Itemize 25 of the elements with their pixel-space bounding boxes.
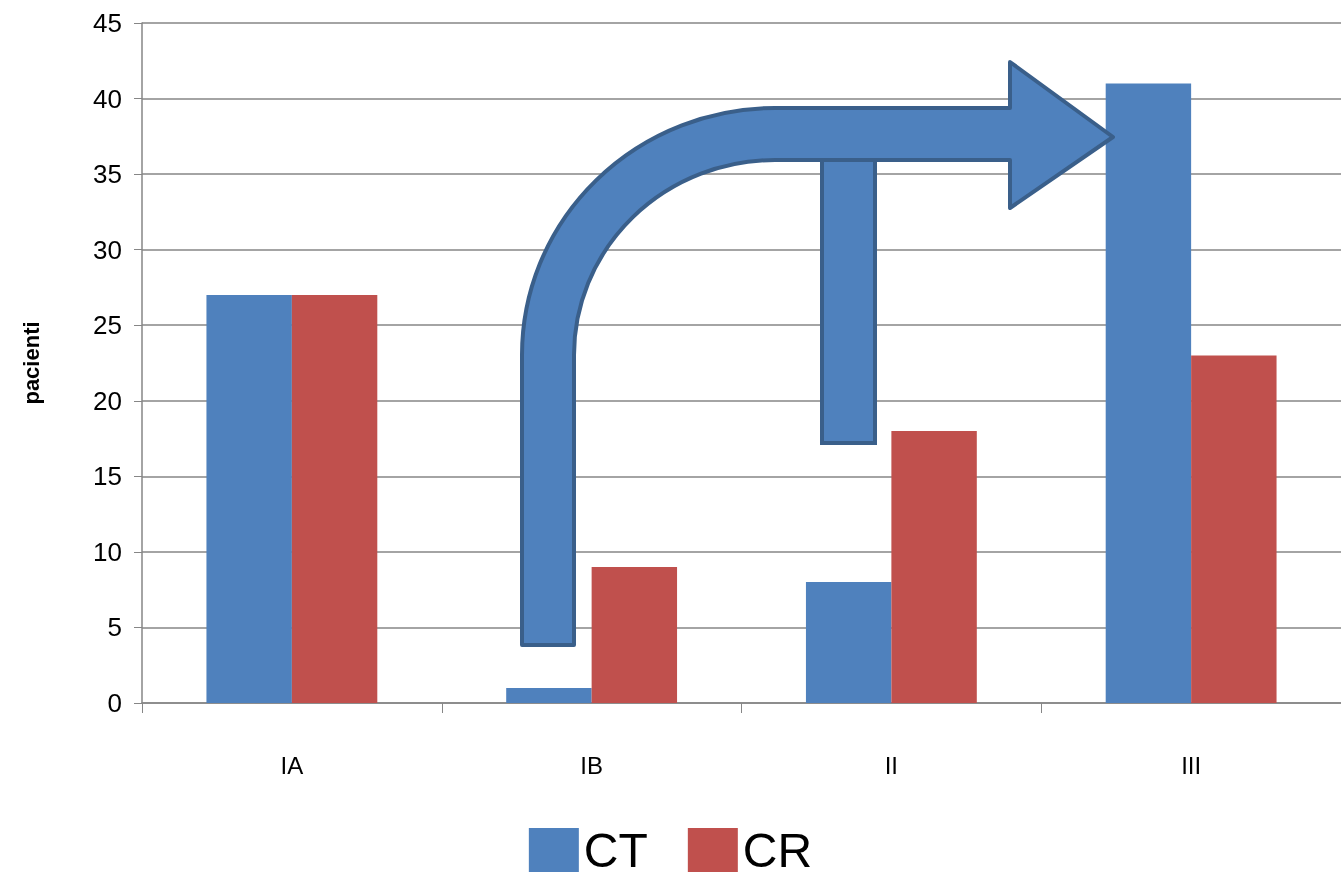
bar <box>1105 83 1192 703</box>
y-tick-label: 15 <box>93 461 122 492</box>
y-tick-label: 20 <box>93 385 122 416</box>
x-tick-label: III <box>1181 751 1202 779</box>
bar <box>206 295 292 703</box>
y-tick-label: 25 <box>93 310 122 341</box>
y-tick-label: 10 <box>93 536 122 567</box>
legend-label: CR <box>742 823 813 877</box>
x-tick-label: II <box>884 751 899 779</box>
y-tick-label: 30 <box>93 234 122 265</box>
x-tick-label: IB <box>580 751 603 779</box>
y-tick-label: 40 <box>93 83 122 114</box>
bar <box>805 582 892 703</box>
y-tick-label: 5 <box>107 612 122 643</box>
x-tick-label: IA <box>280 751 304 779</box>
y-tick-label: 0 <box>107 688 122 718</box>
y-axis-title: pacienti <box>18 321 44 405</box>
legend-label: CT <box>583 823 648 877</box>
bar <box>506 687 592 703</box>
bar <box>291 295 378 703</box>
y-tick-label: 35 <box>93 159 122 190</box>
bar <box>891 431 977 703</box>
bar <box>1191 355 1277 703</box>
y-tick-label: 45 <box>93 8 122 38</box>
bar <box>591 567 678 703</box>
